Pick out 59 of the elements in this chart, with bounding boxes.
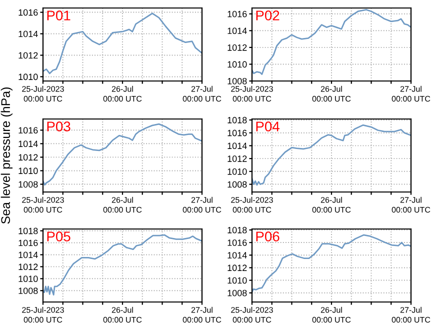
y-tick-label: 1008 xyxy=(18,181,38,188)
line-series xyxy=(43,12,202,74)
y-tick-label: 1016 xyxy=(18,240,38,246)
y-tick-label: 1010 xyxy=(18,74,38,80)
y-tick-label: 1014 xyxy=(18,30,38,38)
y-tick-label: 1012 xyxy=(228,44,247,51)
x-tick-label: 26-Jul 00:00 UTC xyxy=(312,306,351,323)
y-tick-label: 1012 xyxy=(18,52,38,59)
y-tick-label: 1008 xyxy=(228,78,247,84)
x-tick-label: 25-Jul-2023 00:00 UTC xyxy=(231,196,273,213)
x-tick-label: 26-Jul 00:00 UTC xyxy=(103,196,142,213)
x-tick-label: 25-Jul-2023 00:00 UTC xyxy=(22,306,64,323)
line-series xyxy=(43,123,202,186)
x-tick-label: 27-Jul 00:00 UTC xyxy=(182,86,222,102)
y-tick-label: 1018 xyxy=(18,228,38,234)
y-tick-label: 1016 xyxy=(18,127,38,134)
x-tick-label: 26-Jul 00:00 UTC xyxy=(103,86,142,102)
y-tick-label: 1016 xyxy=(18,9,38,16)
x-tick-label: 27-Jul 00:00 UTC xyxy=(392,86,430,102)
y-tick-label: 1010 xyxy=(18,276,38,282)
y-tick-label: 1014 xyxy=(18,140,38,148)
y-tick-label: 1012 xyxy=(18,264,38,270)
y-axis-title: Sea level pressure (hPa) xyxy=(0,87,12,224)
x-tick-label: 27-Jul 00:00 UTC xyxy=(392,306,430,323)
y-tick-label: 1012 xyxy=(18,154,38,161)
y-tick-label: 1014 xyxy=(228,252,247,258)
x-tick-label: 25-Jul-2023 00:00 UTC xyxy=(22,86,64,102)
chart-title: P02 xyxy=(256,10,280,20)
y-tick-label: 1008 xyxy=(18,288,38,294)
x-tick-label: 25-Jul-2023 00:00 UTC xyxy=(231,306,273,323)
x-tick-label: 26-Jul 00:00 UTC xyxy=(103,306,142,323)
y-tick-label: 1010 xyxy=(228,168,247,175)
chart-title: P06 xyxy=(256,232,280,242)
x-tick-label: 27-Jul 00:00 UTC xyxy=(182,196,222,213)
x-tick-label: 27-Jul 00:00 UTC xyxy=(392,196,430,213)
y-tick-label: 1016 xyxy=(228,130,247,136)
y-tick-label: 1010 xyxy=(18,168,38,174)
y-tick-label: 1008 xyxy=(228,181,247,188)
y-tick-label: 1018 xyxy=(228,226,247,234)
y-tick-label: 1010 xyxy=(228,61,247,68)
x-tick-label: 25-Jul-2023 00:00 UTC xyxy=(22,196,64,213)
y-tick-label: 1012 xyxy=(228,264,247,272)
y-tick-label: 1010 xyxy=(228,277,247,284)
y-tick-label: 1016 xyxy=(228,10,247,18)
y-tick-label: 1016 xyxy=(228,239,247,246)
x-tick-label: 26-Jul 00:00 UTC xyxy=(312,86,351,102)
x-tick-label: 27-Jul 00:00 UTC xyxy=(182,306,222,323)
y-tick-label: 1012 xyxy=(228,156,247,162)
chart-title: P05 xyxy=(47,232,70,242)
x-tick-label: 25-Jul-2023 00:00 UTC xyxy=(231,86,273,102)
y-tick-label: 1008 xyxy=(228,290,247,296)
y-tick-label: 1018 xyxy=(228,116,247,124)
chart-title: P04 xyxy=(256,122,280,132)
chart-title: P03 xyxy=(47,122,70,132)
x-tick-label: 26-Jul 00:00 UTC xyxy=(312,196,351,213)
y-tick-label: 1014 xyxy=(228,28,247,34)
y-tick-label: 1014 xyxy=(18,252,38,258)
chart-title: P01 xyxy=(47,10,70,20)
y-tick-label: 1014 xyxy=(228,142,247,150)
